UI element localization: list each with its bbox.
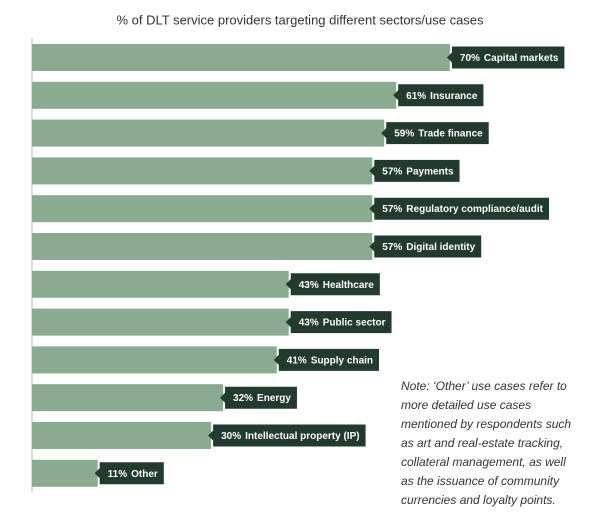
data-label: 32% Energy	[220, 386, 297, 409]
bar	[32, 346, 277, 374]
bar	[32, 270, 289, 298]
label-tag	[369, 235, 482, 258]
value-label: 41%	[287, 355, 307, 366]
category-label: Capital markets	[484, 53, 559, 64]
category-label: Regulatory compliance/audit	[406, 204, 543, 215]
data-label: 57% Payments	[369, 159, 460, 182]
category-label: Healthcare	[323, 279, 375, 290]
data-label: 57% Digital identity	[369, 235, 482, 258]
label-text: 57% Regulatory compliance/audit	[382, 204, 543, 215]
label-tag	[393, 84, 484, 107]
value-label: 61%	[406, 90, 426, 101]
bar	[32, 195, 373, 223]
data-label: 30% Intellectual property (IP)	[208, 424, 366, 447]
data-label: 59% Trade finance	[381, 122, 489, 145]
bar	[32, 44, 450, 71]
label-tag	[381, 122, 489, 145]
category-label: Supply chain	[311, 355, 373, 366]
label-text: 61% Insurance	[406, 90, 478, 101]
label-tag	[446, 46, 565, 69]
category-label: Digital identity	[406, 242, 475, 253]
label-text: 41% Supply chain	[287, 355, 373, 366]
note: Note: ‘Other’ use cases refer to more de…	[401, 379, 572, 507]
label-text: 43% Public sector	[299, 317, 386, 328]
category-label: Insurance	[430, 90, 478, 101]
data-label: 57% Regulatory compliance/audit	[369, 197, 550, 220]
category-label: Payments	[406, 166, 454, 177]
bar	[32, 119, 385, 147]
label-tag	[208, 424, 366, 447]
category-label: Trade finance	[418, 128, 483, 139]
bar	[32, 308, 289, 336]
value-label: 30%	[221, 431, 241, 442]
bar	[32, 233, 373, 260]
data-label: 70% Capital markets	[446, 46, 565, 69]
chart-title: % of DLT service providers targeting dif…	[116, 12, 484, 27]
label-tag	[94, 462, 164, 485]
label-text: 11% Other	[108, 468, 158, 479]
bar	[32, 157, 373, 185]
value-label: 32%	[233, 393, 253, 404]
data-label: 43% Healthcare	[285, 273, 380, 296]
label-tag	[285, 273, 380, 296]
data-label: 43% Public sector	[285, 311, 392, 334]
bar	[32, 81, 397, 109]
label-text: 59% Trade finance	[394, 128, 483, 139]
value-label: 43%	[299, 279, 319, 290]
bar	[32, 384, 224, 412]
value-label: 57%	[382, 166, 402, 177]
data-label: 41% Supply chain	[273, 348, 380, 371]
value-label: 70%	[460, 53, 480, 64]
value-label: 57%	[382, 204, 402, 215]
label-text: 32% Energy	[233, 393, 291, 404]
category-label: Energy	[257, 393, 291, 404]
value-label: 11%	[108, 468, 128, 479]
label-text: 57% Payments	[382, 166, 454, 177]
label-text: 70% Capital markets	[460, 53, 559, 64]
label-tag	[285, 311, 392, 334]
label-text: 43% Healthcare	[299, 279, 375, 290]
data-label: 61% Insurance	[393, 84, 484, 107]
label-text: 57% Digital identity	[382, 242, 475, 253]
data-label: 11% Other	[94, 462, 164, 485]
value-label: 43%	[299, 317, 319, 328]
label-tag	[369, 197, 550, 220]
bar	[32, 459, 98, 487]
label-tag	[369, 159, 460, 182]
label-tag	[273, 348, 380, 371]
value-label: 59%	[394, 128, 414, 139]
bar	[32, 422, 212, 449]
label-tag	[220, 386, 297, 409]
category-label: Other	[131, 468, 158, 479]
category-label: Public sector	[323, 317, 386, 328]
category-label: Intellectual property (IP)	[245, 431, 359, 442]
label-text: 30% Intellectual property (IP)	[221, 431, 359, 442]
value-label: 57%	[382, 242, 402, 253]
